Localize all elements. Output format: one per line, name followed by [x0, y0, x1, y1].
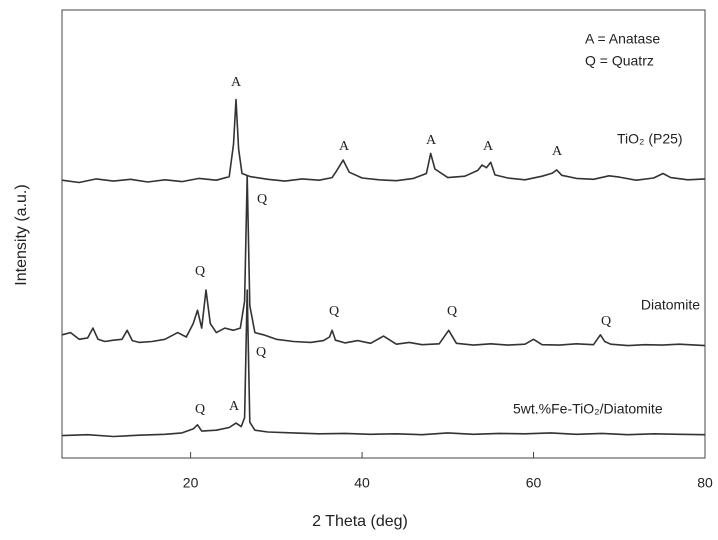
series-label: 5wt.%Fe-TiO₂/Diatomite — [513, 401, 663, 417]
x-tick-label: 60 — [526, 475, 542, 491]
peak-annotation: A — [231, 75, 242, 90]
y-axis-label: Intensity (a.u.) — [13, 184, 30, 285]
peak-annotation: Q — [257, 192, 267, 207]
peak-annotation: Q — [447, 304, 457, 319]
series-line — [62, 100, 705, 183]
peak-annotation: Q — [195, 402, 205, 417]
x-tick-label: 80 — [697, 475, 713, 491]
peak-annotation: A — [552, 144, 563, 159]
plot-frame — [62, 10, 705, 458]
chart: 2 Theta (deg) Intensity (a.u.) 20 40 60 80 T… — [0, 0, 718, 535]
peak-annotation: A — [229, 399, 240, 414]
page: {"chart_data": { "type": "line", "x_labe… — [0, 0, 718, 535]
peak-annotation: A — [339, 139, 350, 154]
series-label: TiO₂ (P25) — [617, 131, 683, 147]
peak-annotation: A — [483, 139, 494, 154]
x-axis-label: 2 Theta (deg) — [312, 513, 408, 530]
legend-note: A = Anatase — [585, 31, 660, 47]
peak-annotation: A — [426, 133, 437, 148]
x-tick-label: 40 — [354, 475, 370, 491]
peak-annotation: Q — [601, 314, 611, 329]
x-tick-label: 20 — [183, 475, 199, 491]
series-label: Diatomite — [641, 297, 700, 313]
peak-annotation: Q — [195, 264, 205, 279]
peak-annotation: Q — [329, 304, 339, 319]
peak-annotation: Q — [256, 345, 266, 360]
legend-note: Q = Quatrz — [585, 53, 654, 69]
